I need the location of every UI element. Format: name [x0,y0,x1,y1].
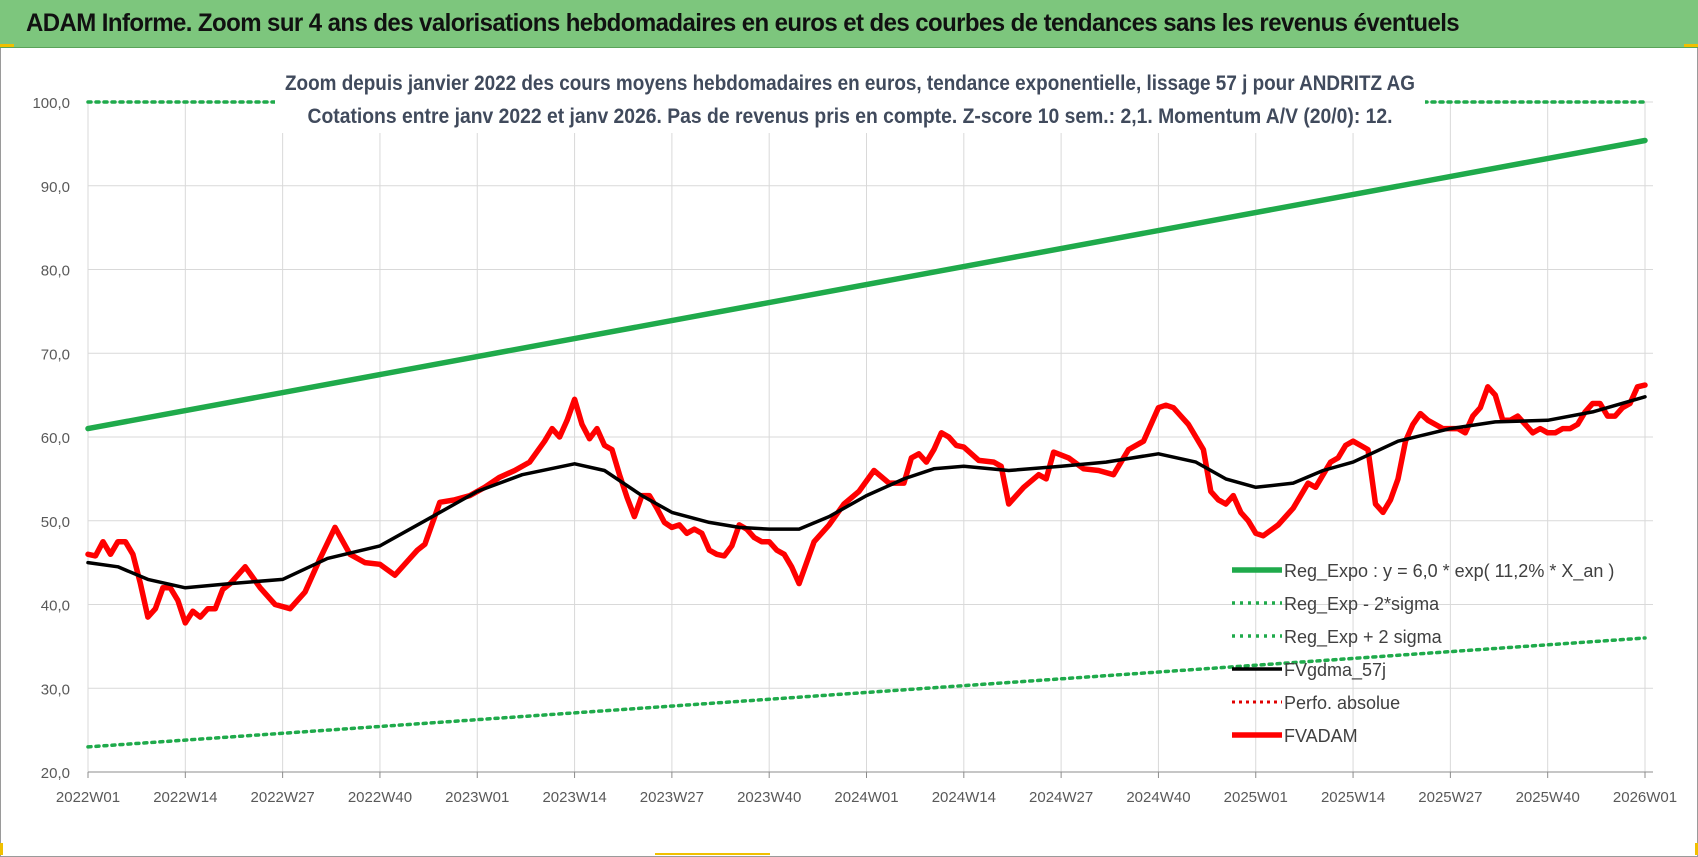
chart-subtitle: Cotations entre janv 2022 et janv 2026. … [308,105,1393,128]
corner-marker-bottom-right [1695,843,1698,855]
legend-label: Reg_Exp - 2*sigma [1284,594,1440,615]
x-tick-label: 2023W14 [542,789,606,806]
x-tick-label: 2024W27 [1029,789,1093,806]
legend-label: Reg_Exp + 2 sigma [1284,627,1443,648]
x-tick-label: 2025W27 [1418,789,1482,806]
y-tick-label: 70,0 [41,346,70,363]
x-tick-label: 2022W40 [348,789,412,806]
series-fvgdma-57j [86,395,1647,590]
y-tick-label: 60,0 [41,430,70,447]
x-tick-label: 2023W40 [737,789,801,806]
title-background [275,63,1425,133]
y-tick-label: 40,0 [41,598,70,615]
x-tick-label: 2022W14 [153,789,217,806]
x-tick-label: 2022W27 [251,789,315,806]
legend-label: FVADAM [1284,726,1358,746]
x-tick-label: 2024W14 [932,789,996,806]
x-tick-label: 2023W27 [640,789,704,806]
x-tick-label: 2026W01 [1613,789,1677,806]
series-fvadam [85,382,1648,626]
y-tick-label: 50,0 [41,514,70,531]
report-title: ADAM Informe. Zoom sur 4 ans des valoris… [26,9,1460,37]
x-tick-label: 2025W40 [1516,789,1580,806]
corner-marker-top-left [0,44,14,47]
series-reg-exp-minus-2sigma [86,636,1647,749]
legend-label: Reg_Expo : y = 6,0 * exp( 11,2% * X_an ) [1284,561,1614,582]
corner-marker-bottom-left [0,843,3,855]
report-header: ADAM Informe. Zoom sur 4 ans des valoris… [0,0,1698,48]
legend-label: Perfo. absolue [1284,693,1400,713]
x-tick-label: 2025W14 [1321,789,1385,806]
legend-label: FVgdma_57j [1284,660,1386,681]
x-tick-label: 2024W40 [1126,789,1190,806]
y-tick-label: 20,0 [41,765,70,782]
x-tick-label: 2025W01 [1224,789,1288,806]
x-tick-label: 2023W01 [445,789,509,806]
y-tick-label: 30,0 [41,681,70,698]
axes: 20,0 30,0 40,0 50,0 60,0 70,0 80,0 90,0 100,0 202… [32,95,1677,806]
y-tick-label: 100,0 [32,95,70,112]
y-tick-label: 80,0 [41,263,70,280]
series-reg-expo [85,137,1648,432]
corner-marker-top-right [1684,44,1698,47]
scroll-marker-bottom [655,853,770,855]
legend: Reg_Expo : y = 6,0 * exp( 11,2% * X_an )… [1232,561,1614,746]
gridlines [87,101,1653,772]
x-tick-label: 2022W01 [56,789,120,806]
chart-title: Zoom depuis janvier 2022 des cours moyen… [285,72,1415,95]
y-tick-label: 90,0 [41,179,70,196]
x-tick-label: 2024W01 [834,789,898,806]
